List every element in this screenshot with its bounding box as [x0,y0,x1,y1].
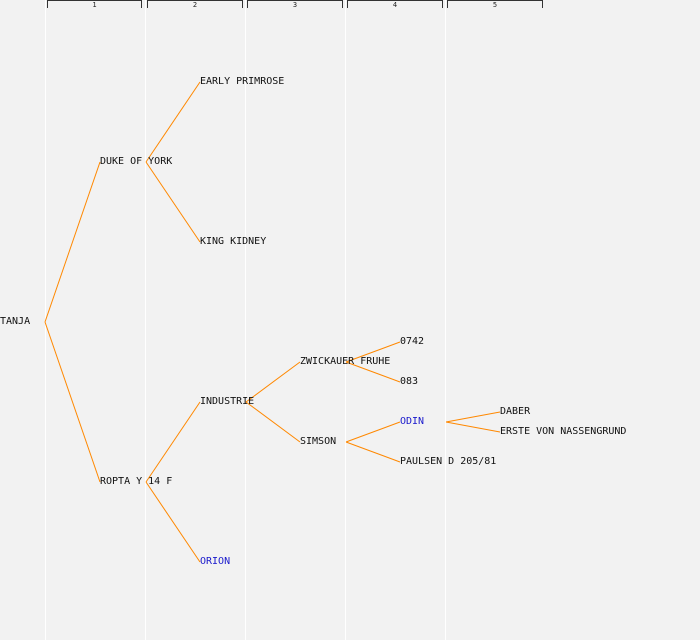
generation-number: 1 [92,1,97,9]
node-orion[interactable]: ORION [200,556,231,567]
link-tanja-duke [44,161,101,323]
link-simson-odin [345,421,401,443]
link-industrie-simson [245,401,301,443]
node-industrie[interactable]: INDUSTRIE [200,396,255,407]
generation-column-line-5 [445,0,446,640]
link-duke-king-kidney [145,161,201,243]
link-duke-early-primrose [145,81,201,163]
link-odin-erste [445,421,501,433]
generation-header-4: 4 [347,0,443,9]
node-odin[interactable]: ODIN [400,416,425,427]
node-simson[interactable]: SIMSON [300,436,337,447]
node-duke-of-york[interactable]: DUKE OF YORK [100,156,173,167]
link-odin-daber [445,411,501,423]
link-ropta-industrie [145,401,201,483]
generation-header-2: 2 [147,0,243,9]
node-083[interactable]: 083 [400,376,419,387]
generation-header-3: 3 [247,0,343,9]
node-king-kidney[interactable]: KING KIDNEY [200,236,267,247]
generation-number: 3 [292,1,298,9]
link-industrie-zwickauer [245,361,301,403]
node-paulsen-d-205-81[interactable]: PAULSEN D 205/81 [400,456,497,467]
generation-number: 5 [492,1,498,9]
generation-column-line-4 [345,0,346,640]
generation-column-line-2 [145,0,146,640]
generation-header-1: 1 [47,0,142,9]
link-ropta-orion [145,481,201,563]
link-zwickauer-0742 [345,341,401,363]
node-early-primrose[interactable]: EARLY PRIMROSE [200,76,285,87]
generation-column-line-3 [245,0,246,640]
node-zwickauer-fruhe[interactable]: ZWICKAUER FRUHE [300,356,391,367]
generation-number: 4 [392,1,398,9]
node-tanja[interactable]: TANJA [0,316,31,327]
node-0742[interactable]: 0742 [400,336,425,347]
generation-number: 2 [192,1,198,9]
link-tanja-ropta [44,321,101,483]
link-zwickauer-083 [345,361,401,383]
node-erste-von-nassengrund[interactable]: ERSTE VON NASSENGRUND [500,426,627,437]
link-simson-paulsen [345,441,401,463]
node-daber[interactable]: DABER [500,406,531,417]
generation-header-5: 5 [447,0,543,9]
node-ropta-y-14-f[interactable]: ROPTA Y 14 F [100,476,173,487]
